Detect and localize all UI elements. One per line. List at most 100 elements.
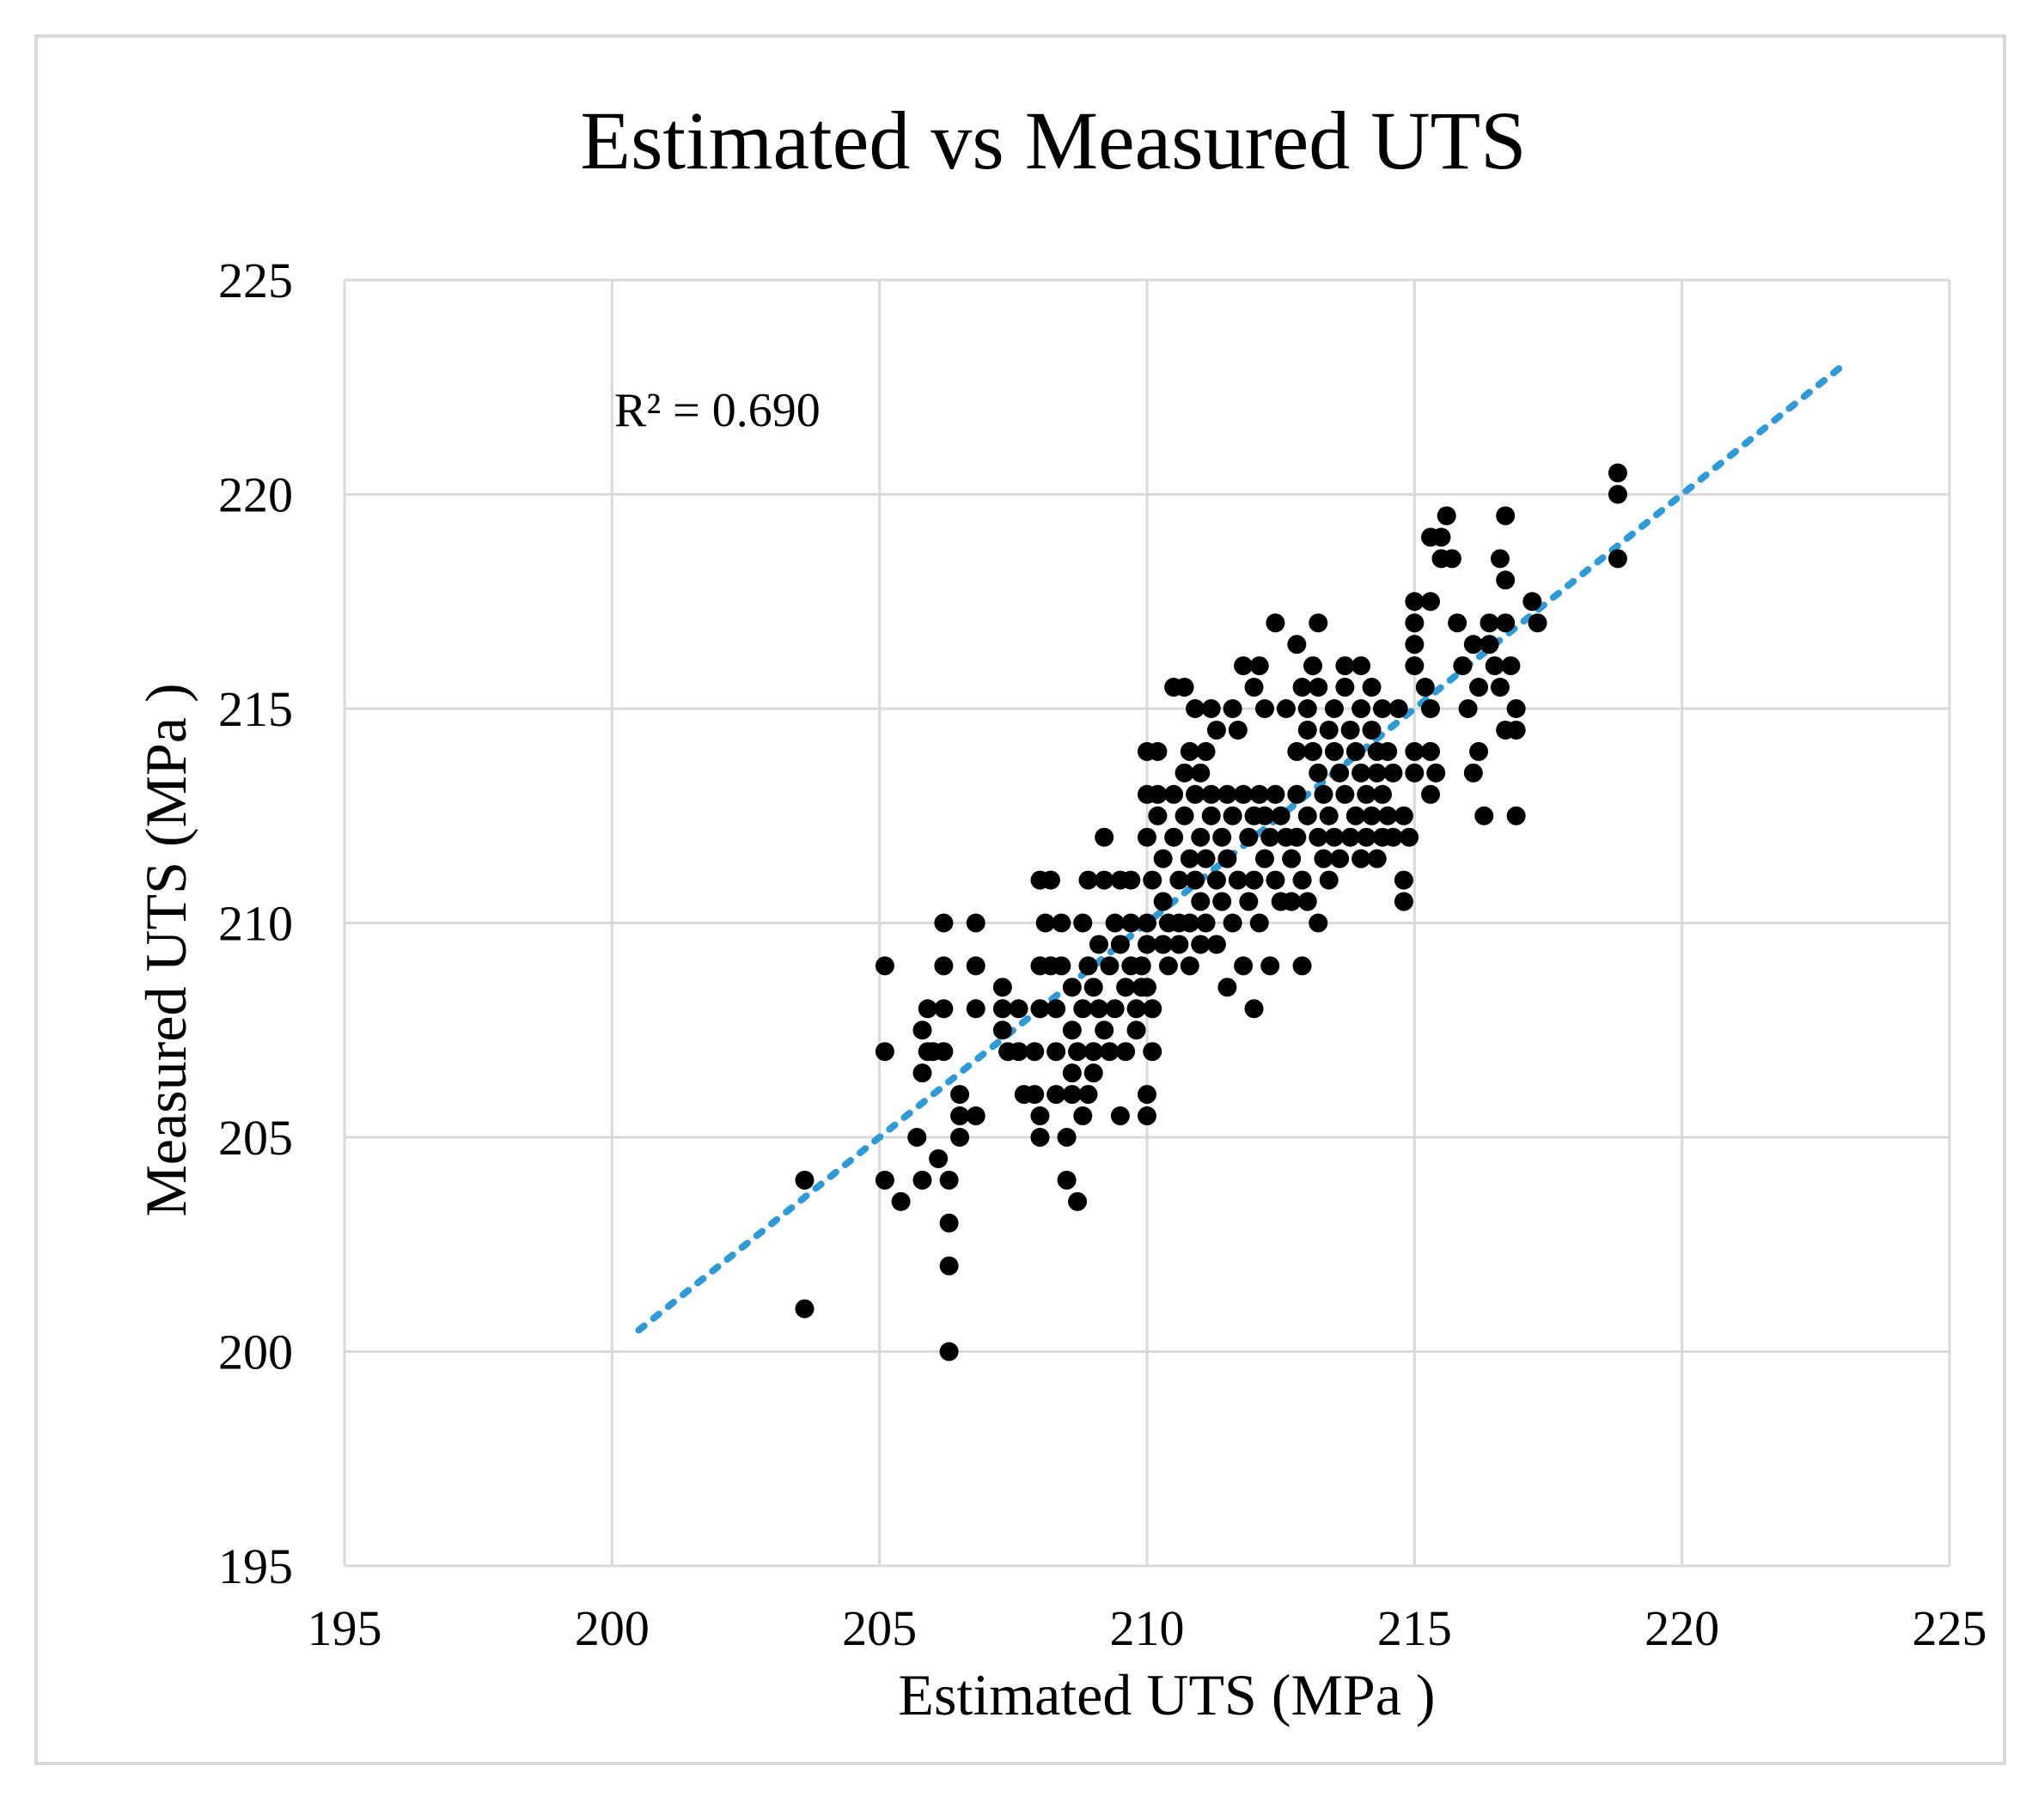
data-point	[1297, 806, 1317, 825]
data-point	[1330, 849, 1350, 868]
data-point	[1148, 741, 1168, 761]
data-point	[1110, 1106, 1130, 1126]
data-point	[939, 1170, 959, 1190]
data-point	[1223, 913, 1242, 933]
data-point	[1496, 570, 1516, 590]
data-point	[1186, 699, 1205, 718]
data-point	[1357, 784, 1376, 804]
data-point	[992, 978, 1012, 997]
data-point	[1453, 656, 1473, 676]
y-tick-label: 220	[218, 467, 293, 523]
data-point	[1303, 656, 1323, 676]
data-point	[1351, 699, 1371, 718]
data-point	[1206, 870, 1226, 890]
data-point	[1490, 549, 1510, 569]
data-point	[1394, 806, 1413, 825]
data-point	[1405, 741, 1425, 761]
data-point	[1458, 699, 1478, 718]
y-tick-label: 195	[218, 1538, 293, 1594]
data-point	[1431, 527, 1451, 547]
data-point	[1448, 613, 1467, 633]
y-axis-label: Measured UTS (MPa )	[133, 683, 198, 1216]
x-tick-label: 200	[575, 1600, 650, 1656]
data-point	[1282, 892, 1302, 911]
data-point	[1206, 720, 1226, 740]
data-point	[1249, 913, 1269, 933]
data-point	[966, 913, 985, 933]
data-point	[1266, 784, 1285, 804]
data-point	[1287, 784, 1307, 804]
data-point	[1196, 849, 1216, 868]
data-point	[1239, 892, 1259, 911]
data-point	[934, 956, 954, 976]
data-point	[1095, 827, 1114, 847]
data-point	[1415, 678, 1435, 697]
y-tick-label: 225	[218, 253, 293, 308]
data-point	[912, 1170, 932, 1190]
data-point	[1035, 913, 1055, 933]
data-point	[1138, 827, 1156, 847]
data-point	[907, 1128, 927, 1147]
data-point	[1095, 1020, 1114, 1040]
data-point	[1148, 806, 1168, 825]
data-point	[1287, 827, 1307, 847]
data-point	[1469, 741, 1489, 761]
data-point	[1480, 635, 1499, 655]
data-point	[1309, 913, 1328, 933]
data-point	[934, 913, 954, 933]
data-point	[1196, 913, 1216, 933]
data-point	[1138, 913, 1156, 933]
chart-title: Estimated vs Measured UTS	[580, 94, 1526, 186]
data-point	[1421, 741, 1441, 761]
data-point	[1143, 870, 1162, 890]
data-point	[1089, 999, 1108, 1019]
data-point	[1297, 699, 1317, 718]
data-point	[1186, 870, 1205, 890]
data-point	[918, 999, 937, 1019]
data-point	[1143, 999, 1162, 1019]
x-axis-label: Estimated UTS (MPa )	[898, 1662, 1435, 1727]
data-point	[795, 1299, 815, 1319]
data-point	[1095, 870, 1114, 890]
data-point	[1357, 827, 1376, 847]
data-point	[1388, 699, 1408, 718]
data-point	[1153, 849, 1173, 868]
data-point	[1292, 678, 1312, 697]
data-point	[1314, 849, 1333, 868]
data-point	[1292, 956, 1312, 976]
data-point	[1276, 699, 1296, 718]
data-point	[1196, 741, 1216, 761]
data-point	[1062, 978, 1082, 997]
data-point	[875, 956, 894, 976]
data-point	[1169, 935, 1189, 954]
data-point	[1309, 827, 1328, 847]
data-point	[1078, 956, 1098, 976]
data-point	[1169, 870, 1189, 890]
data-point	[891, 1191, 911, 1211]
data-point	[1314, 784, 1333, 804]
data-point	[1335, 678, 1355, 697]
x-axis-ticks: 195 200 205 210 215 220 225	[308, 1600, 1987, 1656]
data-point	[1217, 978, 1237, 997]
data-point	[1244, 870, 1264, 890]
data-point	[1083, 1042, 1103, 1062]
data-point	[950, 1128, 970, 1147]
data-point	[1266, 613, 1285, 633]
data-point	[1217, 849, 1237, 868]
data-point	[1062, 1063, 1082, 1083]
data-point	[1319, 720, 1339, 740]
x-tick-label: 195	[308, 1600, 382, 1656]
data-point	[934, 1042, 954, 1062]
data-point	[1078, 1085, 1098, 1105]
data-point	[1040, 870, 1060, 890]
grid	[343, 278, 1951, 1568]
data-point	[1405, 763, 1425, 783]
data-point	[966, 1106, 985, 1126]
data-point	[1372, 699, 1392, 718]
data-point	[1249, 656, 1269, 676]
data-point	[1260, 827, 1280, 847]
data-point	[1186, 784, 1205, 804]
data-point	[1212, 892, 1232, 911]
data-point	[1405, 592, 1425, 612]
y-tick-label: 200	[218, 1325, 293, 1380]
